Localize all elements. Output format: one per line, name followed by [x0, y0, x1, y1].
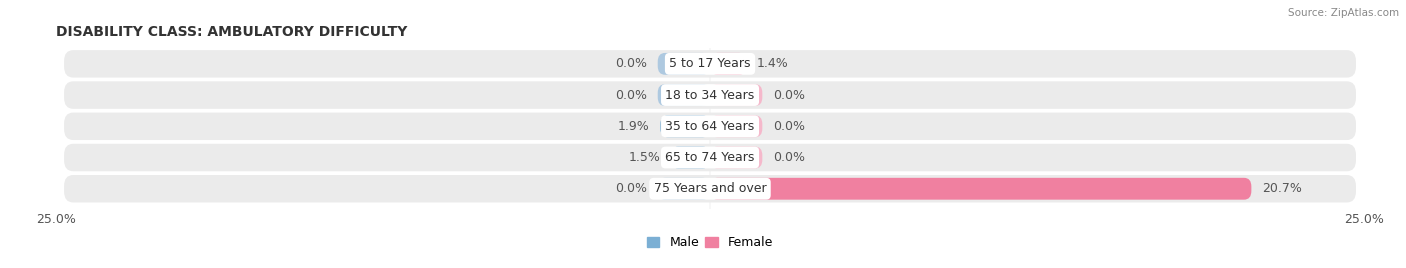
Text: 5 to 17 Years: 5 to 17 Years: [669, 57, 751, 70]
Text: 1.9%: 1.9%: [619, 120, 650, 133]
Text: 1.5%: 1.5%: [628, 151, 661, 164]
FancyBboxPatch shape: [710, 178, 1251, 200]
FancyBboxPatch shape: [710, 84, 762, 106]
Text: Source: ZipAtlas.com: Source: ZipAtlas.com: [1288, 8, 1399, 18]
Text: 0.0%: 0.0%: [773, 120, 804, 133]
Text: 0.0%: 0.0%: [616, 182, 647, 195]
FancyBboxPatch shape: [658, 178, 710, 200]
FancyBboxPatch shape: [671, 147, 710, 169]
FancyBboxPatch shape: [710, 53, 747, 75]
Text: 75 Years and over: 75 Years and over: [654, 182, 766, 195]
Text: 0.0%: 0.0%: [773, 89, 804, 102]
FancyBboxPatch shape: [65, 81, 1355, 109]
FancyBboxPatch shape: [65, 50, 1355, 78]
Text: 18 to 34 Years: 18 to 34 Years: [665, 89, 755, 102]
FancyBboxPatch shape: [661, 115, 710, 137]
FancyBboxPatch shape: [710, 115, 762, 137]
Text: 0.0%: 0.0%: [616, 89, 647, 102]
Text: 20.7%: 20.7%: [1261, 182, 1302, 195]
FancyBboxPatch shape: [65, 113, 1355, 140]
FancyBboxPatch shape: [65, 144, 1355, 171]
Text: 0.0%: 0.0%: [616, 57, 647, 70]
Text: 0.0%: 0.0%: [773, 151, 804, 164]
Text: 65 to 74 Years: 65 to 74 Years: [665, 151, 755, 164]
FancyBboxPatch shape: [65, 175, 1355, 203]
Legend: Male, Female: Male, Female: [643, 231, 778, 254]
Text: 35 to 64 Years: 35 to 64 Years: [665, 120, 755, 133]
Text: DISABILITY CLASS: AMBULATORY DIFFICULTY: DISABILITY CLASS: AMBULATORY DIFFICULTY: [56, 25, 408, 39]
Text: 1.4%: 1.4%: [756, 57, 789, 70]
FancyBboxPatch shape: [658, 84, 710, 106]
FancyBboxPatch shape: [710, 147, 762, 169]
FancyBboxPatch shape: [658, 53, 710, 75]
